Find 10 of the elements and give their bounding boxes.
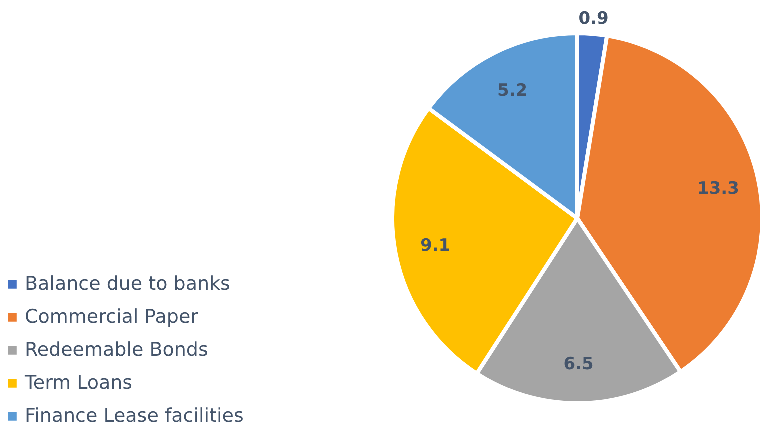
data-label: 13.3 (697, 179, 740, 200)
data-label: 6.5 (564, 354, 594, 374)
legend-label: Term Loans (25, 372, 133, 394)
data-label: 0.9 (578, 9, 609, 30)
legend-label: Redeemable Bonds (25, 339, 208, 361)
data-label: 5.2 (498, 81, 528, 102)
legend-label: Balance due to banks (25, 273, 230, 295)
legend-label: Finance Lease facilities (25, 405, 244, 427)
data-label: 9.1 (420, 236, 451, 256)
legend-label: Commercial Paper (25, 306, 198, 328)
